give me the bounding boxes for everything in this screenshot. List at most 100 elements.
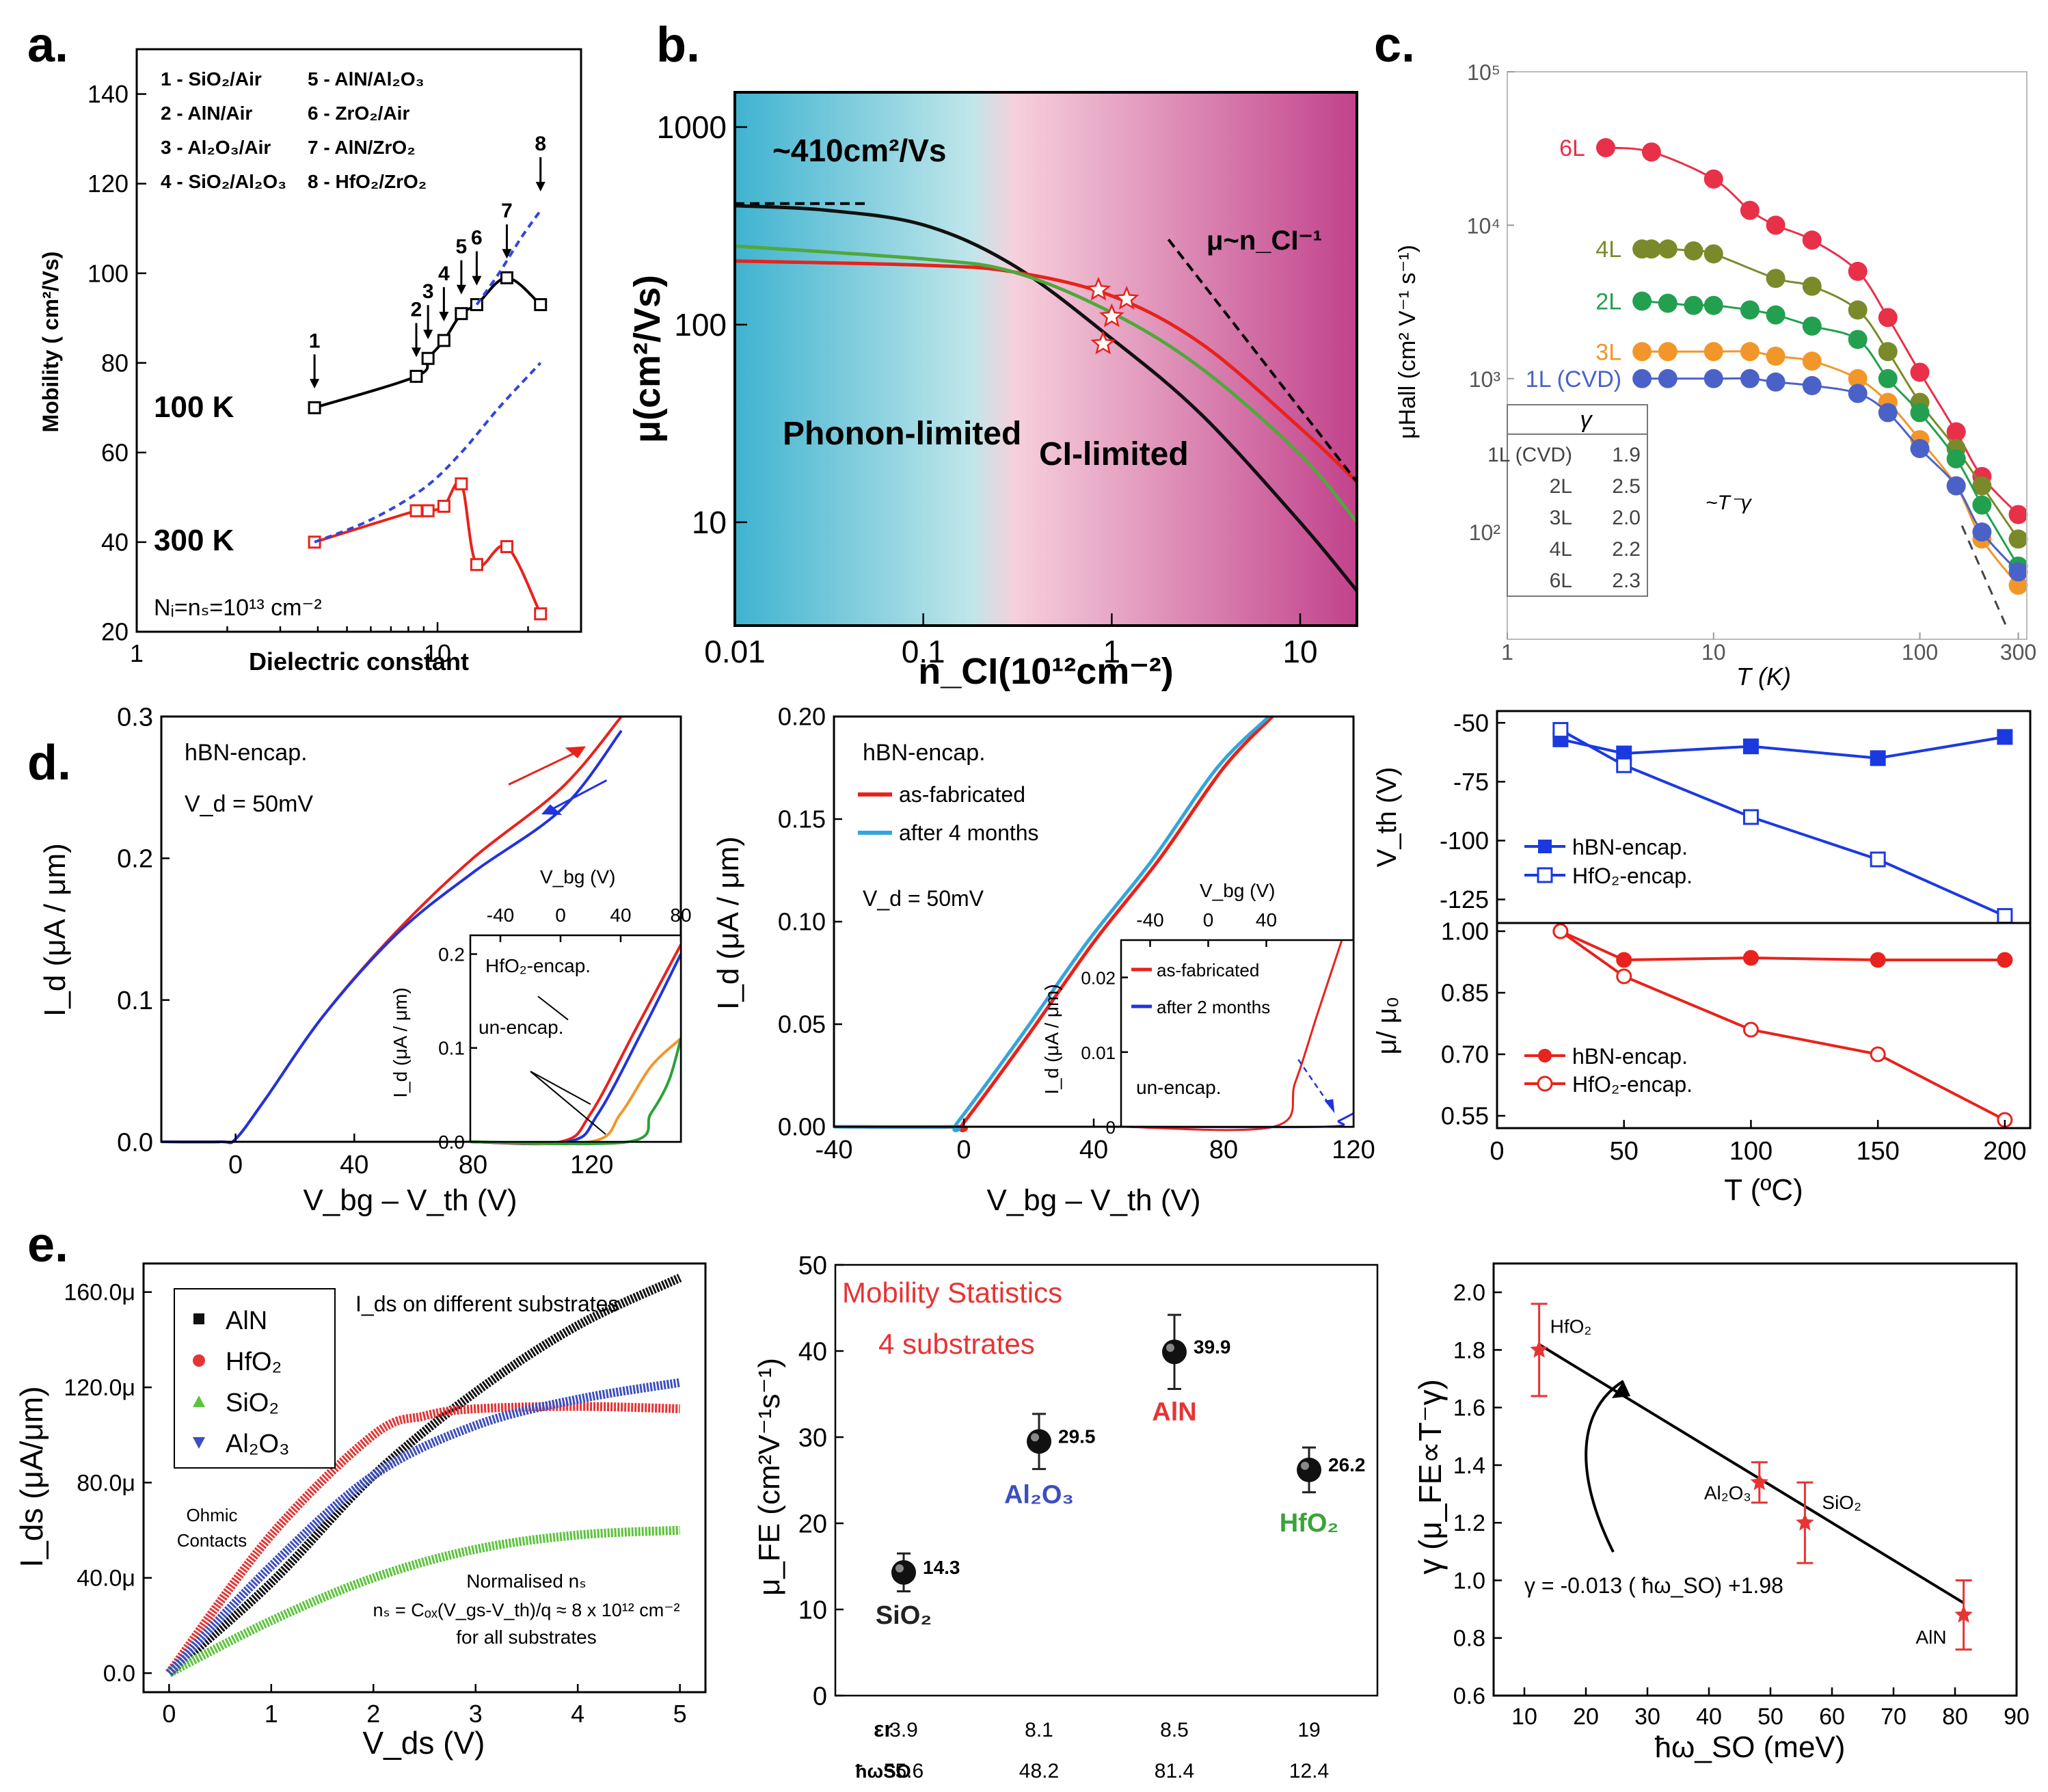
data-point-c [1878, 308, 1898, 327]
y-axis-a-tick-label: 120 [87, 170, 129, 198]
inset-y-tick-label-d1: 0.2 [438, 944, 465, 965]
chart-e2: 14.3 SiO₂ 29.5 Al₂O₃ 39.9 AlN 26.2 HfO₂ 3.9 55.6… [753, 1251, 1379, 1782]
gamma-table-value: 2.3 [1612, 570, 1641, 592]
axes-frame-c [1507, 71, 2027, 640]
y-axis-label-d1: I_d (μA / μm) [38, 843, 72, 1017]
plot-area-d3-bottom [1497, 923, 2030, 1128]
data-point-a [455, 307, 468, 321]
y-axis-e3-tick-label: 1.4 [1453, 1453, 1485, 1479]
plot-area-a [137, 49, 581, 632]
arrow-number-a: 7 [501, 200, 513, 222]
data-point-c [1848, 369, 1868, 388]
data-point-a [470, 558, 483, 572]
data-point-c [1740, 200, 1760, 220]
y-axis-e1-tick-label: 40.0μ [77, 1566, 135, 1592]
y-axis-d2-tick-label: 0.10 [778, 908, 826, 936]
data-point-c [1684, 295, 1703, 315]
legend-label-d3-hbn: hBN-encap. [1572, 835, 1688, 859]
legend-d3-bottom: hBN-encap. HfO₂-encap. [1524, 1044, 1693, 1097]
panel-letter-b: b. [656, 18, 700, 72]
power-law-line-c [1961, 525, 2007, 625]
y-axis-label-e1: I_ds (μA/μm) [14, 1386, 49, 1567]
y-axis-d3-top-tick-label: -100 [1440, 827, 1489, 855]
y-axis-d1-tick-label: 0.1 [117, 987, 153, 1015]
arrowhead-a [535, 181, 545, 191]
data-point-c [1740, 369, 1760, 388]
arrowhead-a [423, 330, 433, 340]
axes-frame-d1 [160, 715, 682, 1143]
data-point-a [455, 477, 468, 491]
series-label-c: 3L [1595, 339, 1621, 365]
inset-curve-asfab-d2 [1120, 939, 1343, 1132]
x-axis-label-e1: V_ds (V) [363, 1725, 485, 1761]
y-axis-e3-tick-label: 1.6 [1453, 1395, 1485, 1421]
fit-line-e3 [1538, 1343, 1965, 1605]
star-marker-b [1114, 285, 1140, 310]
legend-d3-top: hBN-encap. HfO₂-encap. [1524, 835, 1693, 888]
point-label-e3: AlN [1915, 1627, 1946, 1648]
y-axis-a-tick-label: 20 [101, 618, 129, 646]
y-axis-d3-bottom-tick-label: 0.85 [1441, 979, 1489, 1007]
eps-value-e2: 19 [1297, 1719, 1320, 1741]
data-point-c [1802, 316, 1822, 336]
inset-xlabel-d1: V_bg (V) [540, 866, 616, 887]
inset-x-tick-label-d2: -40 [1136, 909, 1163, 931]
data-point-d3-bottom [1742, 1021, 1759, 1038]
x-axis-label-c: T (K) [1736, 663, 1791, 691]
legend-a-item: 1 - SiO₂/Air [161, 68, 262, 90]
inset-x-tick-label-d2: 0 [1203, 909, 1214, 931]
inset-frame-d2 [1120, 939, 1355, 1128]
annotation-410: ~410cm²/Vs [772, 133, 946, 168]
hw-value-e2: 55.6 [884, 1760, 924, 1782]
data-point-c [1848, 384, 1868, 403]
legend-marker-d3-hbn-mu [1538, 1049, 1552, 1062]
y-axis-e1-tick-label: 120.0μ [64, 1375, 135, 1401]
chart-b: 10 100 1000 0.01 0.1 1 10 Phonon-limited CI-li… [627, 91, 1358, 692]
x-axis-e1-tick-label: 4 [571, 1700, 584, 1728]
inset-legend-asfab: as-fabricated [1157, 960, 1259, 980]
data-point-d3-bottom [1870, 952, 1886, 968]
y-axis-e2-tick-label: 30 [798, 1423, 827, 1452]
x-axis-label-e3: ħω_SO (meV) [1655, 1730, 1846, 1764]
y-axis-a-tick-label: 140 [87, 80, 129, 108]
x-axis-b-tick-label: 1 [1103, 634, 1121, 669]
x-axis-e1-tick-label: 2 [366, 1700, 380, 1728]
gamma-table-layer: 4L [1550, 538, 1572, 561]
fit-curve-c [1642, 377, 2019, 573]
data-point-e2 [1027, 1429, 1051, 1454]
x-axis-e1-tick-label: 3 [469, 1700, 483, 1728]
data-point-a [308, 401, 321, 414]
legend-label-e1: HfO₂ [226, 1348, 282, 1376]
y-axis-label-d3-bottom: μ/ μ₀ [1372, 997, 1402, 1055]
x-axis-e3-tick-label: 90 [2004, 1704, 2030, 1730]
data-point-e2 [891, 1560, 916, 1585]
y-axis-b-tick-label: 10 [692, 505, 727, 540]
data-point-e2 [1162, 1339, 1187, 1365]
data-point-d3-top [1616, 757, 1632, 773]
arrow-number-a: 3 [422, 280, 434, 303]
x-axis-d3-tick-label: 100 [1729, 1137, 1773, 1166]
legend-a-item: 6 - ZrO₂/Air [308, 103, 409, 124]
inset-frame-d1 [469, 934, 682, 1143]
y-axis-label-e2: μ_FE (cm²V⁻¹s⁻¹) [753, 1358, 786, 1596]
x-axis-e3-tick-label: 20 [1573, 1704, 1599, 1730]
legend-label-e1: SiO₂ [226, 1389, 279, 1417]
region-label-ci: CI-limited [1039, 436, 1189, 472]
inset-y-tick-label-d2: 0 [1106, 1117, 1116, 1138]
inset-label-unencap: un-encap. [479, 1017, 564, 1038]
y-axis-label-d2: I_d (μA / μm) [712, 836, 745, 1010]
x-axis-label-d2: V_bg – V_th (V) [986, 1183, 1200, 1217]
data-point-a [500, 271, 513, 284]
x-axis-d3-tick-label: 150 [1856, 1137, 1899, 1166]
series-line-b [734, 244, 1358, 524]
data-point-a [534, 298, 548, 312]
data-point-c [2008, 505, 2028, 524]
chart-e1: 0.0 40.0μ 80.0μ 120.0μ 160.0μ 0 1 2 3 4 5 AlN HfO₂ S… [14, 1262, 707, 1761]
arrow-number-a: 4 [438, 263, 450, 285]
data-point-c [1658, 239, 1678, 259]
x-axis-c-tick-label: 1 [1501, 640, 1513, 665]
axes-frame-e3 [1492, 1262, 2018, 1697]
